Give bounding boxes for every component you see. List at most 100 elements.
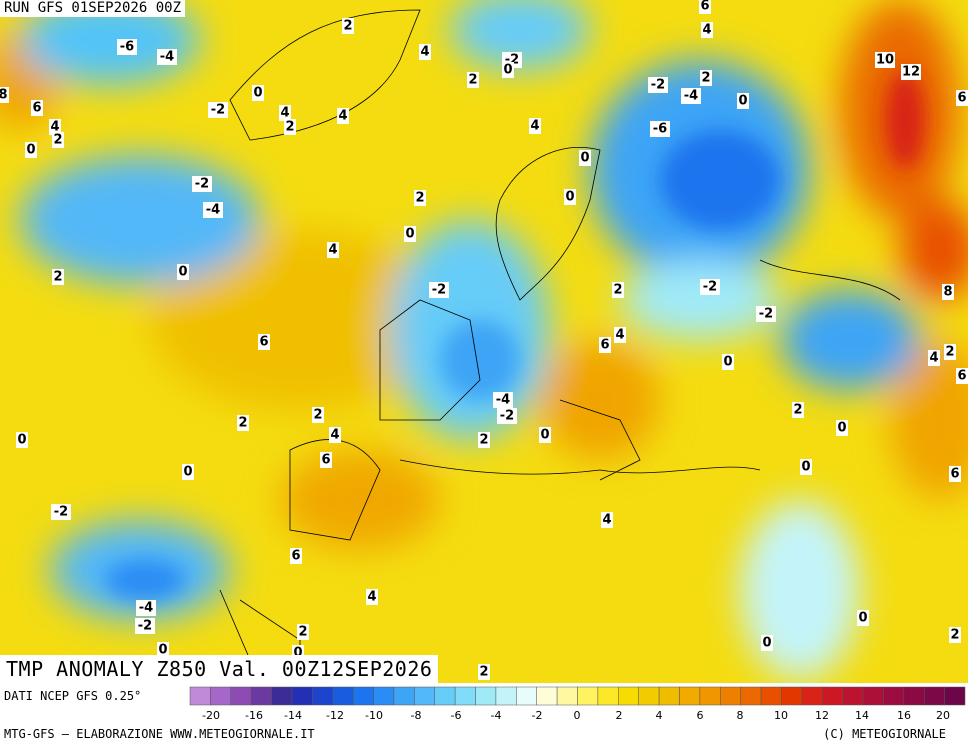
contour-label: 2 xyxy=(949,627,961,643)
contour-label-box xyxy=(177,264,189,280)
contour-label-box xyxy=(182,464,194,480)
contour-label-box xyxy=(701,22,713,38)
contour-label-box xyxy=(366,589,378,605)
colorbar-tick-label: 0 xyxy=(574,709,581,722)
colorbar-swatch xyxy=(352,686,374,706)
contour-label-box xyxy=(279,105,291,121)
contour-label-box xyxy=(599,337,611,353)
contour-label-box xyxy=(942,284,954,300)
colorbar-swatch xyxy=(516,686,537,706)
contour-label: -4 xyxy=(493,392,513,408)
colorbar-swatch xyxy=(679,686,701,706)
contour-label: -4 xyxy=(157,49,177,65)
colorbar-swatch xyxy=(720,686,741,706)
contour-label-text: 4 xyxy=(602,513,611,528)
contour-label-text: 0 xyxy=(565,190,574,205)
contour-label-box xyxy=(329,427,341,443)
colorbar-swatch xyxy=(760,686,782,706)
colorbar-swatch xyxy=(842,686,864,706)
contour-label-box xyxy=(0,87,9,103)
contour-label-box xyxy=(419,44,431,60)
contour-label-text: 4 xyxy=(367,590,376,605)
colorbar-tick-label: 4 xyxy=(656,709,663,722)
colorbar-swatch xyxy=(597,686,619,706)
colorbar-swatch xyxy=(373,686,395,706)
contour-label: 2 xyxy=(944,344,956,360)
contour-label-text: 4 xyxy=(530,119,539,134)
contour-label-box xyxy=(756,306,776,322)
contour-label-text: 12 xyxy=(902,65,920,80)
contour-label-text: 4 xyxy=(328,243,337,258)
contour-label-box xyxy=(478,664,490,680)
contour-label-text: 6 xyxy=(957,369,966,384)
contour-label: 6 xyxy=(258,334,270,350)
contour-label-text: 2 xyxy=(468,73,477,88)
contour-label-box xyxy=(681,88,701,104)
contour-label-text: 2 xyxy=(613,283,622,298)
contour-label: 6 xyxy=(599,337,611,353)
contour-label-text: 4 xyxy=(702,23,711,38)
contour-label-text: -2 xyxy=(703,280,717,295)
contour-label-box xyxy=(290,548,302,564)
contour-label-box xyxy=(327,242,339,258)
source-note: DATI NCEP GFS 0.25° xyxy=(4,689,142,703)
contour-label: -2 xyxy=(208,102,228,118)
contour-label-text: -4 xyxy=(139,601,153,616)
contour-label-box xyxy=(529,118,541,134)
contour-label-text: 6 xyxy=(950,467,959,482)
contour-label-box xyxy=(16,432,28,448)
contour-label: 4 xyxy=(337,108,349,124)
contour-label: 0 xyxy=(836,420,848,436)
contour-label-box xyxy=(502,62,514,78)
contour-label-text: 0 xyxy=(26,143,35,158)
contour-label-text: 4 xyxy=(50,120,59,135)
contour-label-text: 0 xyxy=(540,428,549,443)
contour-label-text: -4 xyxy=(684,89,698,104)
contour-label: 6 xyxy=(956,368,968,384)
contour-label: 6 xyxy=(949,466,961,482)
contour-label-box xyxy=(956,368,968,384)
contour-label-box xyxy=(792,402,804,418)
colorbar-swatch xyxy=(923,686,945,706)
contour-label-box xyxy=(539,427,551,443)
contour-label: 2 xyxy=(478,664,490,680)
colorbar-swatch xyxy=(495,686,517,706)
contour-label: -2 xyxy=(497,408,517,424)
colorbar: -20 -16 -14 -12 -10 -8 -6 -4 -2 0 2 4 6 8 10 12 14 16 20 xyxy=(189,686,966,722)
contour-label-box xyxy=(699,0,711,14)
contour-label: 6 xyxy=(320,452,332,468)
contour-label-text: 0 xyxy=(503,63,512,78)
colorbar-tick-label: 12 xyxy=(815,709,829,722)
contour-label-box xyxy=(700,279,720,295)
contour-label: -6 xyxy=(117,39,137,55)
contour-label-text: 0 xyxy=(837,421,846,436)
contour-label: 4 xyxy=(279,105,291,121)
contour-label-text: 6 xyxy=(32,101,41,116)
contour-label-box xyxy=(297,624,309,640)
colorbar-tick-label: -12 xyxy=(326,709,344,722)
contour-label: 6 xyxy=(31,100,43,116)
credit-left: MTG-GFS — ELABORAZIONE WWW.METEOGIORNALE… xyxy=(4,727,315,741)
colorbar-swatch xyxy=(434,686,456,706)
contour-label: 2 xyxy=(612,282,624,298)
contour-label: 0 xyxy=(800,459,812,475)
contour-label-box xyxy=(429,282,449,298)
colorbar-swatch xyxy=(862,686,884,706)
colorbar-swatch xyxy=(210,686,232,706)
colorbar-swatch xyxy=(230,686,252,706)
contour-label-text: 0 xyxy=(293,646,302,661)
contour-label: 0 xyxy=(177,264,189,280)
contour-label: 0 xyxy=(579,150,591,166)
contour-label-text: 0 xyxy=(158,643,167,658)
contour-label: 10 xyxy=(875,52,895,68)
contour-label-box xyxy=(136,600,156,616)
contour-label-text: 2 xyxy=(701,71,710,86)
colorbar-swatch xyxy=(638,686,660,706)
contour-label: 0 xyxy=(502,62,514,78)
contour-label: 0 xyxy=(737,93,749,109)
contour-label: 0 xyxy=(16,432,28,448)
contour-label-box xyxy=(192,176,212,192)
colorbar-swatch xyxy=(740,686,762,706)
contour-label-text: 4 xyxy=(615,328,624,343)
contour-label: -2 xyxy=(429,282,449,298)
